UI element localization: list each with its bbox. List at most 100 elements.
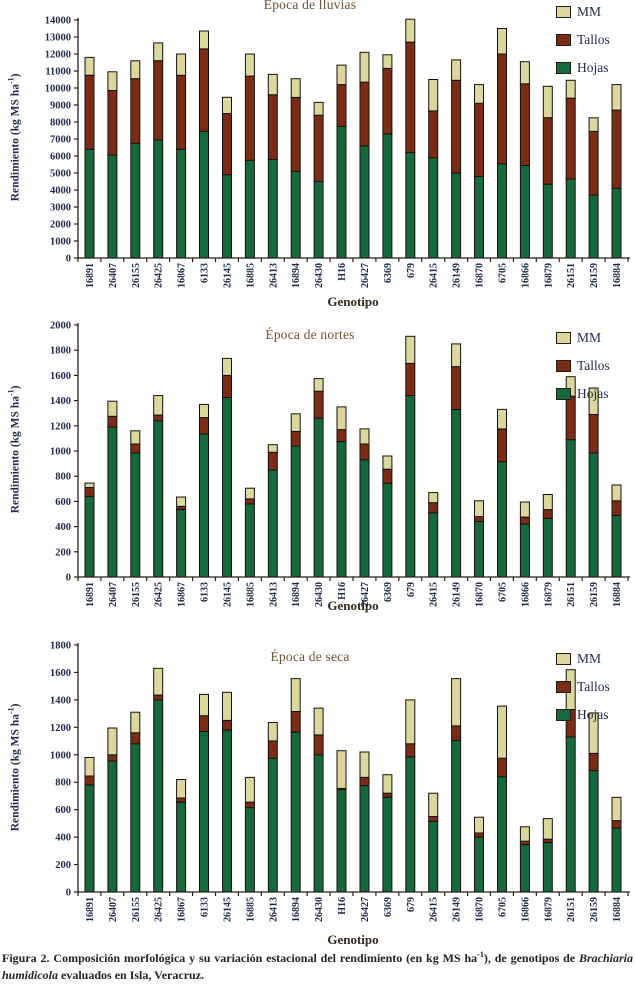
bar-26151-mm: [565, 79, 576, 99]
bar-26413-hojas: [267, 158, 278, 259]
bar-26415-tallos: [428, 110, 439, 159]
bar-6705-mm: [497, 28, 507, 55]
bar-679-tallos: [405, 362, 416, 396]
bar-16885-tallos: [244, 498, 255, 505]
bar-16879-hojas: [542, 842, 553, 893]
x-tick-label: 26145: [223, 897, 234, 922]
bar-6369-hojas: [382, 796, 393, 893]
bar-679-mm: [405, 18, 416, 43]
x-tick-label: 16870: [475, 263, 486, 288]
bar-6705-hojas: [497, 776, 507, 893]
bar-16867-hojas: [176, 509, 187, 578]
bar-26430-tallos: [313, 734, 324, 756]
bar-16879-mm: [542, 494, 553, 511]
y-tick-label: 600: [55, 805, 71, 816]
bar-26151-hojas: [565, 439, 576, 578]
y-tick-label: 6000: [50, 152, 71, 163]
legend-item-hojas: Hojas: [556, 705, 610, 724]
bar-26415-mm: [428, 792, 439, 817]
y-tick-label: 7000: [50, 135, 71, 146]
bar-679-hojas: [405, 756, 416, 893]
bar-26427-hojas: [359, 145, 370, 259]
bar-16879-mm: [542, 85, 553, 119]
bar-16879-hojas: [542, 517, 553, 578]
bar-16885-mm: [244, 487, 255, 500]
bar-16891-hojas: [84, 148, 95, 259]
y-tick-label: 200: [55, 547, 71, 558]
x-tick-label: 26151: [566, 897, 577, 922]
y-tick-label: 0: [66, 888, 71, 899]
legend-swatch-tallos: [556, 680, 571, 693]
bar-6133-hojas: [199, 130, 209, 259]
bar-26149-tallos: [451, 725, 462, 741]
legend-label: Hojas: [577, 59, 609, 75]
x-tick-label: 16891: [85, 263, 96, 288]
bar-26145-mm: [222, 691, 232, 721]
bar-16870-hojas: [474, 521, 484, 578]
caption-label: Figura 2.: [2, 951, 50, 965]
bar-679-hojas: [405, 395, 416, 578]
y-tick-label: 1400: [50, 396, 71, 407]
plot-area-seca: 16891 26407 26155 26425 16867 6133 26145 16885 2…: [50, 641, 630, 922]
bar-16866-mm: [519, 61, 530, 85]
y-tick-label: 4000: [50, 186, 71, 197]
bar-6705-hojas: [497, 461, 507, 578]
legend-seca: MM Tallos Hojas: [556, 649, 610, 733]
bar-16866-mm: [519, 826, 530, 842]
x-tick-label: 16894: [291, 582, 302, 607]
x-tick-label: 26415: [429, 263, 440, 288]
x-tick-label: 16867: [177, 582, 188, 607]
caption-superscript: -1: [477, 950, 484, 959]
x-tick-label: 6705: [498, 897, 509, 917]
bar-16894-hojas: [290, 445, 301, 578]
x-tick-label: 16866: [520, 897, 531, 922]
bar-26430-mm: [313, 378, 324, 392]
x-tick-label: 26151: [566, 582, 577, 607]
bar-26155-tallos: [130, 443, 141, 454]
bar-26407-tallos: [107, 754, 118, 762]
bar-26159-hojas: [588, 452, 599, 578]
bar-16885-tallos: [244, 75, 255, 161]
y-tick-label: 1600: [50, 668, 71, 679]
bar-6133-tallos: [199, 715, 209, 732]
chart-section-nortes: Época de nortes Rendimiento (kg MS ha-1)…: [0, 315, 635, 627]
bar-6705-mm: [497, 705, 507, 759]
bar-16884-mm: [611, 484, 622, 502]
bar-26407-tallos: [107, 415, 118, 428]
legend-swatch-tallos: [556, 359, 571, 372]
chart-section-lluvias: Época de lluvias Rendimiento (kg MS ha-1…: [0, 0, 635, 312]
y-tick-label: 800: [55, 472, 71, 483]
bar-16879-tallos: [542, 838, 553, 844]
bar-26425-hojas: [153, 420, 164, 578]
bar-26159-mm: [588, 387, 599, 415]
bar-26413-mm: [267, 722, 278, 742]
y-tick-label: 400: [55, 833, 71, 844]
x-tick-label: 16867: [177, 263, 188, 288]
x-tick-label: 16879: [543, 582, 554, 607]
bar-6133-tallos: [199, 48, 209, 132]
legend-label: MM: [577, 650, 602, 666]
bar-16894-mm: [290, 78, 301, 98]
bar-26145-tallos: [222, 720, 232, 731]
bar-6133-mm: [199, 693, 209, 717]
x-tick-label: 26145: [223, 263, 234, 288]
bar-16891-hojas: [84, 784, 95, 893]
bar-16885-hojas: [244, 159, 255, 259]
bar-16884-mm: [611, 796, 622, 822]
bar-26145-hojas: [222, 174, 232, 259]
bar-679-mm: [405, 335, 416, 364]
x-tick-label: 679: [406, 582, 417, 597]
bar-16866-hojas: [519, 523, 530, 578]
y-tick-label: 1200: [50, 723, 71, 734]
x-tick-label: 26425: [154, 582, 165, 607]
x-tick-label: 26427: [360, 582, 371, 607]
x-tick-label: 6133: [200, 897, 211, 917]
legend-swatch-hojas: [556, 61, 571, 74]
x-tick-label: H16: [337, 582, 348, 600]
legend-item-mm: MM: [556, 649, 610, 668]
caption-text: Composición morfológica y su variación e…: [49, 951, 478, 965]
bar-26155-hojas: [130, 743, 141, 893]
bar-26415-tallos: [428, 816, 439, 822]
legend-item-mm: MM: [556, 328, 610, 347]
bar-16870-mm: [474, 816, 484, 834]
